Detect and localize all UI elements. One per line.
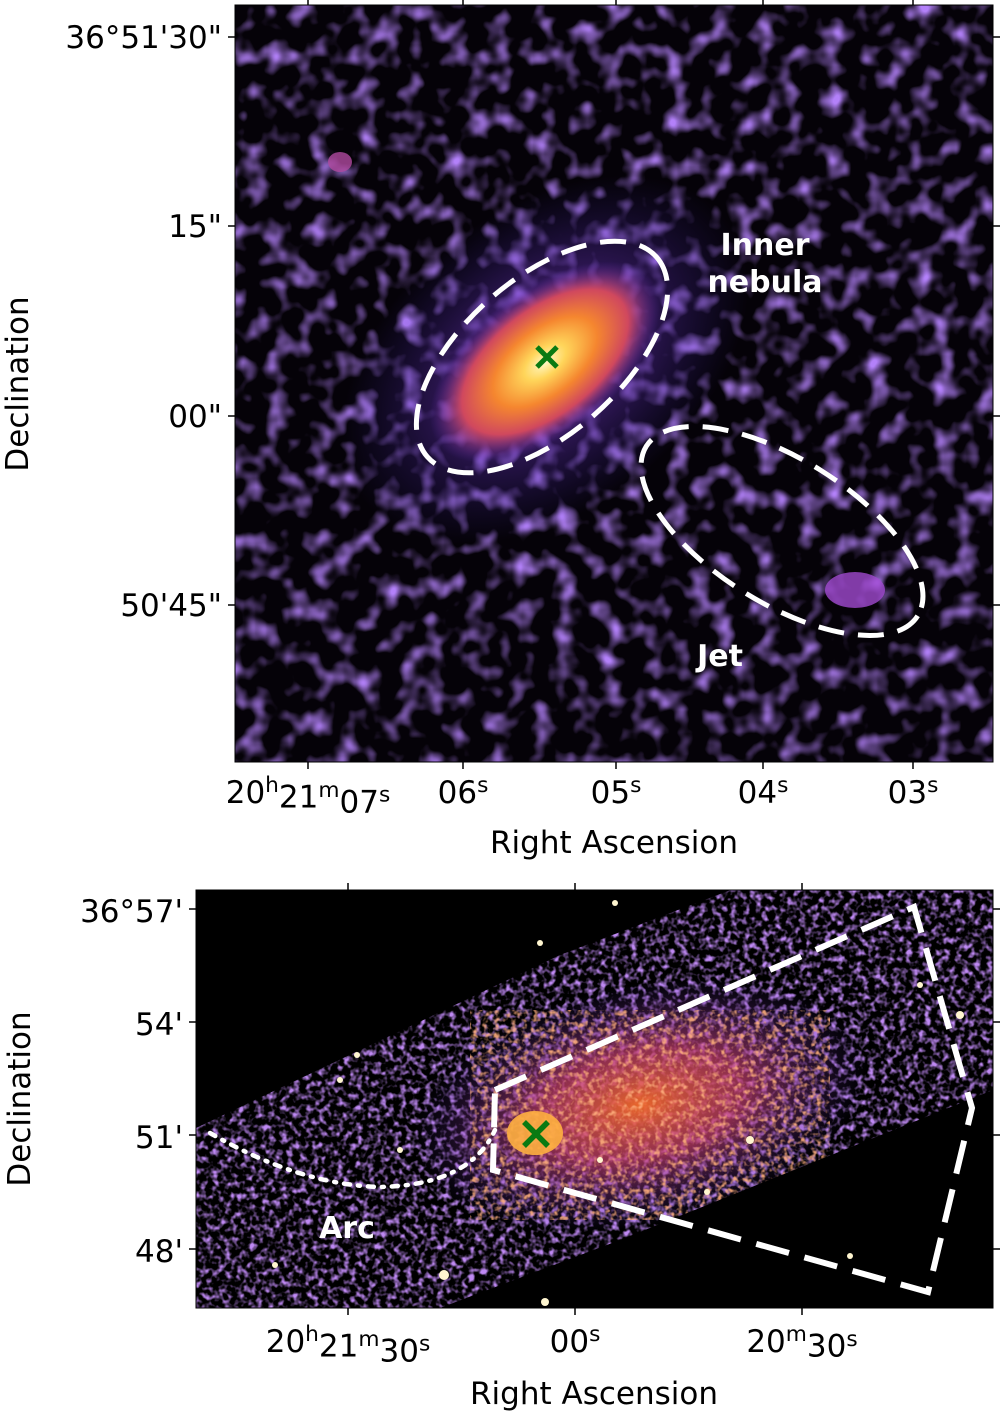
top-y-tick-labels: 36°51'30" 15" 00" 50'45" bbox=[65, 20, 222, 624]
arc-label: Arc bbox=[319, 1211, 375, 1246]
inner-nebula-label-line1: Inner bbox=[720, 228, 809, 263]
bottom-y-tick-2: 51' bbox=[135, 1120, 183, 1156]
top-tick-marks bbox=[228, 0, 1000, 769]
jet-region bbox=[638, 424, 926, 638]
bottom-y-tick-1: 54' bbox=[135, 1007, 183, 1043]
bright-knot bbox=[328, 152, 352, 172]
bottom-x-tick-2: 20m30s bbox=[746, 1322, 857, 1365]
top-x-tick-4: 03s bbox=[888, 773, 939, 811]
bottom-box-region bbox=[489, 902, 976, 1296]
top-x-tick-3: 04s bbox=[738, 773, 789, 811]
top-x-tick-1: 06s bbox=[438, 773, 489, 811]
top-x-axis-title: Right Ascension bbox=[490, 825, 738, 861]
jet-label: Jet bbox=[695, 639, 743, 674]
top-y-tick-1: 15" bbox=[168, 209, 222, 245]
bottom-y-tick-0: 36°57' bbox=[80, 894, 183, 930]
arc-region bbox=[207, 1127, 498, 1190]
bottom-x-axis-title: Right Ascension bbox=[470, 1376, 718, 1412]
bottom-y-tick-labels: 36°57' 54' 51' 48' bbox=[80, 894, 183, 1270]
top-y-axis-title: Declination bbox=[0, 296, 36, 471]
bottom-x-tick-0: 20h21m30s bbox=[266, 1322, 431, 1369]
top-image-frame bbox=[234, 4, 994, 763]
bottom-y-axis-title: Declination bbox=[2, 1011, 38, 1186]
top-y-tick-2: 00" bbox=[168, 399, 222, 435]
top-x-tick-labels: 20h21m07s 06s 05s 04s 03s bbox=[226, 773, 939, 820]
top-y-tick-3: 50'45" bbox=[120, 588, 222, 624]
bottom-x-tick-labels: 20h21m30s 00s 20m30s bbox=[266, 1322, 858, 1369]
bottom-y-tick-3: 48' bbox=[135, 1234, 183, 1270]
top-x-tick-2: 05s bbox=[591, 773, 642, 811]
top-x-tick-0: 20h21m07s bbox=[226, 773, 391, 820]
bottom-pulsar-marker-icon bbox=[522, 1120, 550, 1148]
top-y-tick-0: 36°51'30" bbox=[65, 20, 222, 56]
bottom-tick-marks bbox=[189, 883, 1000, 1315]
inner-nebula-region bbox=[413, 238, 671, 476]
bottom-image-frame bbox=[195, 889, 994, 1309]
top-image-panel: Inner nebula Jet 36°51'30" 15" 00" 50'45… bbox=[0, 0, 1000, 861]
jet-emission-blob bbox=[825, 572, 885, 608]
bottom-x-tick-1: 00s bbox=[550, 1322, 601, 1360]
bottom-image-panel: Arc 36°57' 54' 51' 48' 20h21m30s 00s 20m… bbox=[2, 883, 1000, 1412]
pulsar-marker-icon bbox=[535, 345, 559, 369]
point-sources bbox=[272, 900, 964, 1306]
inner-nebula-label-line2: nebula bbox=[707, 265, 822, 300]
